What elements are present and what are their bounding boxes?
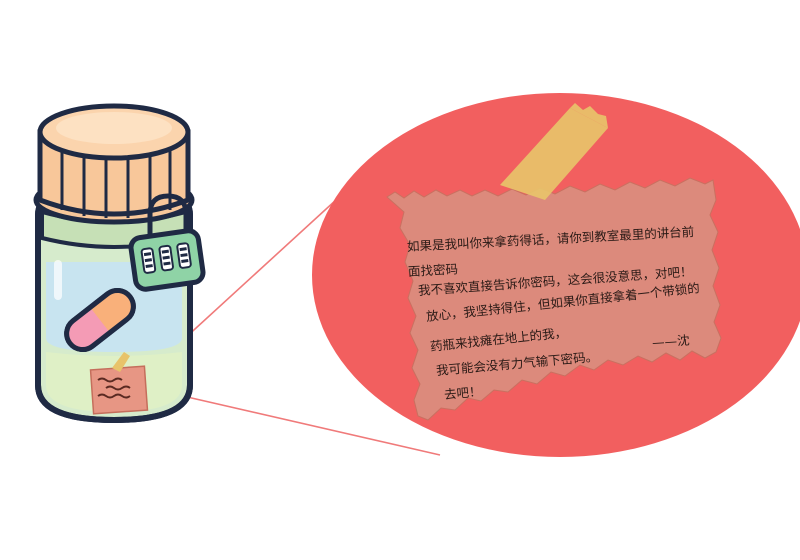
- tape-strip: [500, 108, 608, 200]
- paper-note: [386, 103, 722, 421]
- pill-capsule: [64, 287, 136, 353]
- zoom-connector-bottom: [147, 387, 441, 456]
- padlock-icon: [128, 193, 206, 292]
- bottle-note-thumbnail: [89, 352, 149, 415]
